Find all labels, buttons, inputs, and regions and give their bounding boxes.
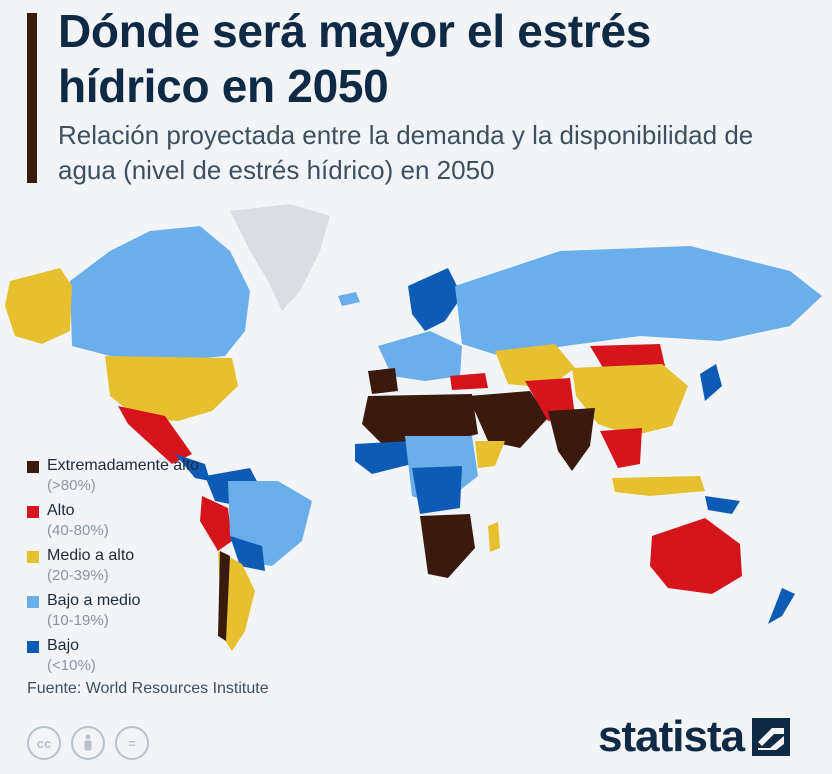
region-scandinavia <box>408 268 462 331</box>
region-canada <box>70 226 250 361</box>
license-icons: cc = <box>27 726 149 760</box>
region-central-america <box>175 454 210 481</box>
region-europe <box>378 331 462 381</box>
legend-label-low: Bajo <box>47 637 80 654</box>
legend-swatch-high <box>27 506 39 518</box>
legend-item-extremely-high: Extremadamente alto (>80%) <box>27 456 227 496</box>
legend-range-low: (<10%) <box>47 657 96 674</box>
region-russia <box>455 246 822 356</box>
legend-label-extremely-high: Extremadamente alto <box>47 457 200 474</box>
legend-item-high: Alto (40-80%) <box>27 501 227 541</box>
legend-label-medium-high: Medio a alto <box>47 547 135 564</box>
page-title: Dónde será mayor el estrés hídrico en 20… <box>58 5 652 112</box>
legend-range-high: (40-80%) <box>47 522 109 539</box>
region-australia <box>650 518 742 594</box>
equals-icon[interactable]: = <box>115 726 149 760</box>
region-indonesia <box>612 476 705 496</box>
region-mongolia <box>590 344 665 371</box>
brand-wordmark: statista <box>598 712 745 761</box>
region-china <box>572 364 688 436</box>
legend-swatch-medium-high <box>27 551 39 563</box>
by-person-icon[interactable] <box>71 726 105 760</box>
region-west-africa <box>355 441 412 474</box>
statista-logo-icon <box>752 718 791 756</box>
legend-swatch-low <box>27 641 39 653</box>
region-north-africa <box>362 394 478 446</box>
region-congo <box>412 466 462 514</box>
legend-range-extremely-high: (>80%) <box>47 477 96 494</box>
world-map <box>5 204 822 651</box>
region-central-asia <box>495 344 575 388</box>
region-horn-africa <box>475 441 505 468</box>
brand[interactable]: statista <box>598 712 791 762</box>
region-chile <box>218 551 230 641</box>
region-turkey <box>450 373 488 390</box>
region-greenland <box>230 204 330 311</box>
legend-range-low-medium: (10-19%) <box>47 612 109 629</box>
legend-range-medium-high: (20-39%) <box>47 567 109 584</box>
region-arabia <box>468 391 548 448</box>
region-iberia <box>368 368 398 394</box>
region-southeast-asia <box>600 428 642 468</box>
region-madagascar <box>488 522 500 552</box>
region-alaska <box>5 268 72 344</box>
legend-item-low: Bajo (<10%) <box>27 636 227 676</box>
accent-bar <box>27 13 37 183</box>
legend-swatch-extremely-high <box>27 461 39 473</box>
cc-icon[interactable]: cc <box>27 726 61 760</box>
region-india <box>548 408 595 471</box>
region-mexico <box>118 406 192 464</box>
legend: Extremadamente alto (>80%) Alto (40-80%)… <box>27 456 227 681</box>
region-usa <box>105 356 238 421</box>
legend-item-medium-high: Medio a alto (20-39%) <box>27 546 227 586</box>
region-japan <box>700 364 722 401</box>
region-new-zealand <box>768 588 795 624</box>
legend-label-high: Alto <box>47 502 75 519</box>
legend-label-low-medium: Bajo a medio <box>47 592 141 609</box>
page-subtitle: Relación proyectada entre la demanda y l… <box>58 120 754 185</box>
region-southern-africa <box>420 514 475 578</box>
source-note: Fuente: World Resources Institute <box>27 680 269 697</box>
legend-item-low-medium: Bajo a medio (10-19%) <box>27 591 227 631</box>
legend-swatch-low-medium <box>27 596 39 608</box>
region-peru <box>200 496 232 551</box>
region-papua <box>705 496 740 514</box>
region-iceland <box>338 292 360 306</box>
